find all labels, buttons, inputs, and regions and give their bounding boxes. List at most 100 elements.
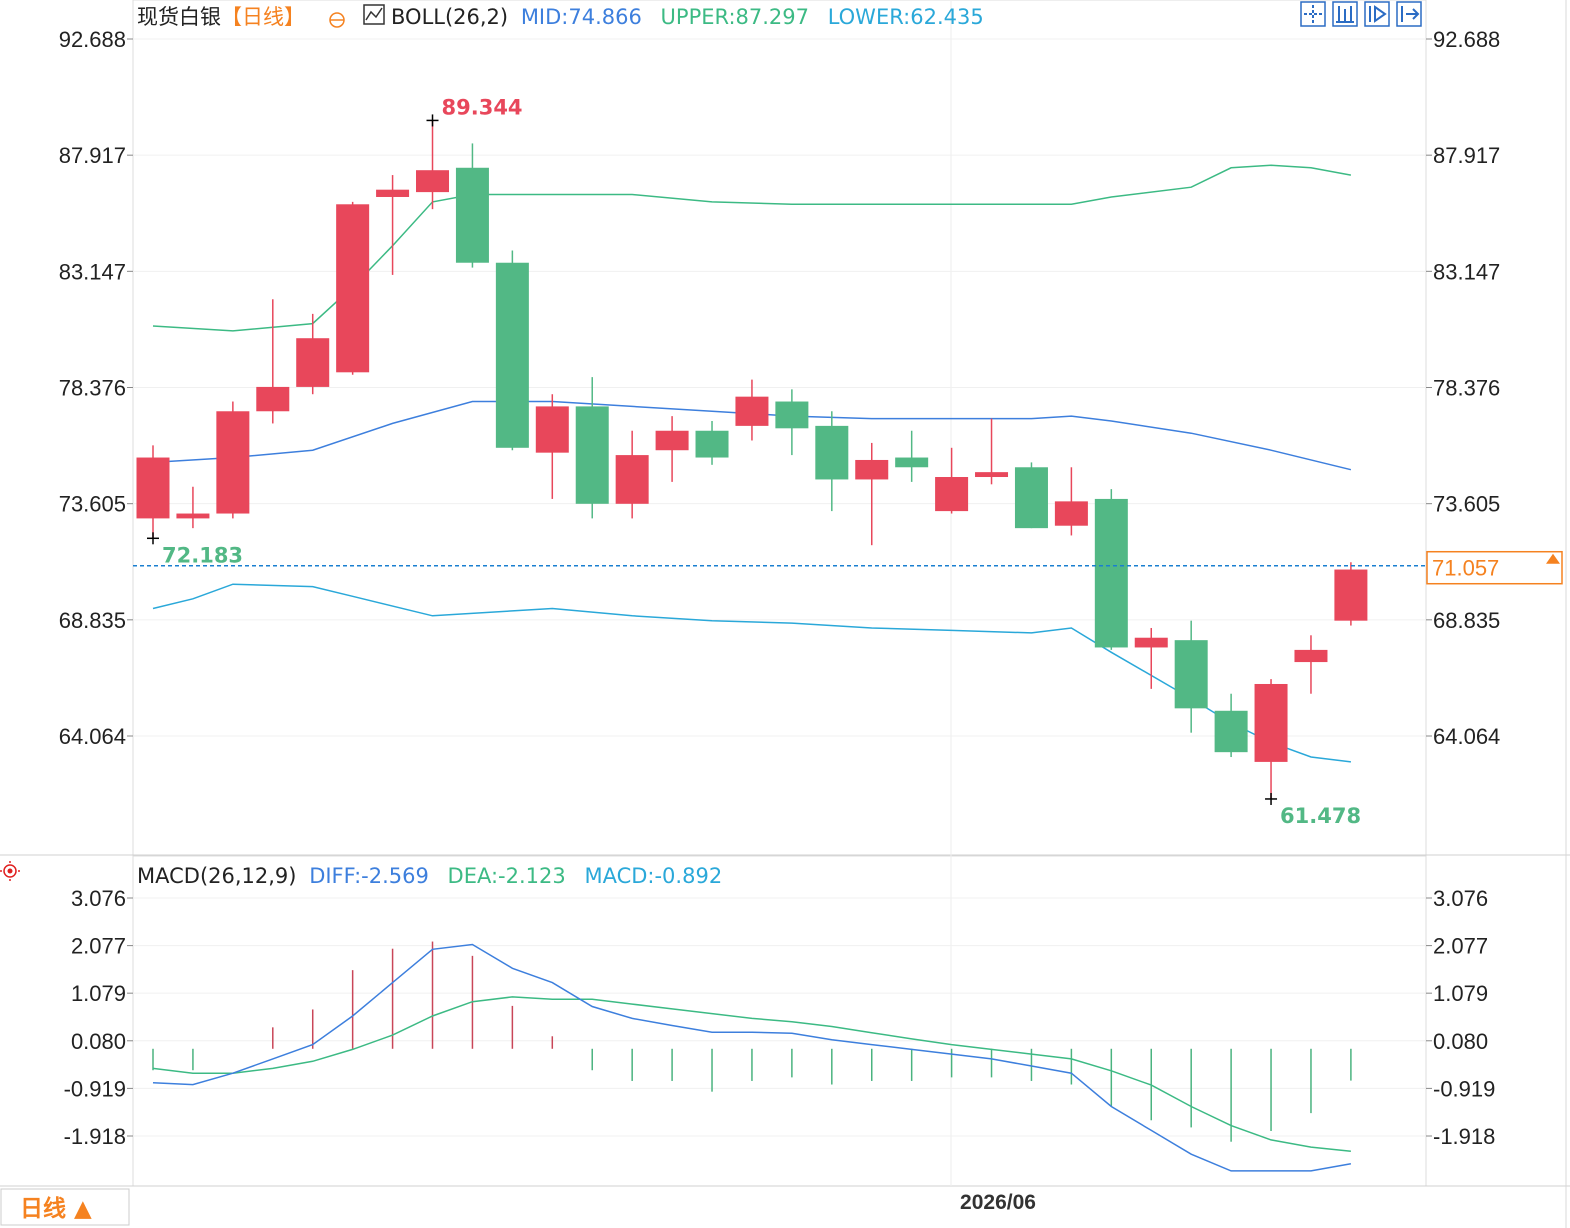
boll-lower-line [152,583,1351,763]
macd-y-axis-right: 3.076 2.077 1.079 0.080 -0.919 -1.918 [1426,886,1495,1149]
macd-y-tick-label: 1.079 [71,981,126,1006]
high-marker-label: 89.344 [442,95,523,119]
boll-indicator-icon[interactable] [363,4,385,25]
current-price-arrow-icon [1546,553,1560,564]
main-y-tick-label: 73.605 [59,492,126,517]
macd-y-tick-label: 0.080 [71,1029,126,1054]
main-y-tick-label: 87.917 [1433,143,1500,168]
main-y-axis-right: 92.688 87.917 83.147 78.376 73.605 68.835 64.0… [1426,27,1500,749]
macd-y-tick-label: -1.918 [64,1124,126,1149]
high-low-markers: 89.344 72.183 61.478 [147,95,1361,828]
main-y-tick-label: 92.688 [1433,27,1500,52]
macd-dea-line [152,996,1351,1153]
candle-up [1294,649,1328,663]
macd-dea-value: DEA:-2.123 [448,864,566,888]
current-price-line: 71.057 [133,550,1563,585]
candle-up [1134,637,1168,648]
candle-down [575,406,609,504]
header-line-macd: MACD(26,12,9) DIFF:-2.569 DEA:-2.123 MAC… [137,864,722,888]
candle-style-icon[interactable] [1332,1,1358,27]
candle-down [815,425,849,480]
candle-down [1014,467,1048,529]
instrument-name: 现货白银 [137,5,221,29]
main-y-tick-label: 78.376 [59,376,126,401]
main-y-tick-label: 68.835 [59,608,126,633]
candle-down [495,262,529,448]
boll-mid-value: MID:74.866 [521,5,642,29]
crosshair-icon[interactable] [1300,1,1326,27]
macd-y-tick-label: 3.076 [1433,886,1488,911]
main-y-tick-label: 64.064 [59,724,126,749]
macd-y-tick-label: 2.077 [71,934,126,959]
macd-settings-icon[interactable] [0,861,20,881]
main-y-tick-label: 92.688 [59,27,126,52]
candle-up [176,513,210,519]
candlesticks [136,120,1368,799]
candle-down [1174,640,1208,709]
boll-label: BOLL(26,2) [391,5,508,29]
main-y-tick-label: 78.376 [1433,376,1500,401]
candle-up [136,457,170,519]
period-button-label: 日线 ▲ [20,1195,92,1222]
macd-diff-value: DIFF:-2.569 [309,864,429,888]
macd-y-tick-label: 1.079 [1433,981,1488,1006]
add-indicator-icon[interactable] [329,12,345,28]
candle-up [615,455,649,504]
candle-down [1094,498,1128,648]
main-y-tick-label: 83.147 [59,259,126,284]
candle-up [855,459,889,480]
candle-down [895,457,929,468]
candle-up [535,406,569,453]
main-y-tick-label: 64.064 [1433,724,1500,749]
macd-macd-value: MACD:-0.892 [584,864,722,888]
candle-up [1254,683,1288,762]
macd-y-axis-left: 3.076 2.077 1.079 0.080 -0.919 -1.918 [64,886,133,1149]
main-y-tick-label: 87.917 [59,143,126,168]
candle-down [775,401,809,429]
candle-up [296,338,330,387]
macd-lines [152,943,1352,1172]
macd-histogram [152,941,1352,1142]
main-y-gridlines [133,38,1426,737]
candle-up [416,170,450,193]
macd-y-tick-label: 0.080 [1433,1029,1488,1054]
macd-y-tick-label: -0.919 [64,1076,126,1101]
candle-up [376,189,410,197]
candle-up [216,411,250,514]
header-line-main: 现货白银【日线】 [137,5,305,29]
candle-down [1214,710,1248,753]
macd-y-tick-label: -1.918 [1433,1124,1495,1149]
low-marker-label: 72.183 [162,543,243,567]
candle-up [336,204,370,373]
bollinger-bands [152,164,1352,763]
main-y-axis-left: 92.688 87.917 83.147 78.376 73.605 68.835 64.0… [59,27,133,749]
macd-y-tick-label: 2.077 [1433,934,1488,959]
candle-up [1334,569,1368,621]
candle-up [655,430,689,451]
macd-y-tick-label: 3.076 [71,886,126,911]
macd-y-gridlines [133,897,1426,1137]
current-price-label: 71.057 [1432,556,1499,581]
macd-diff-line [152,943,1352,1172]
header-line-boll: BOLL(26,2) MID:74.866 UPPER:87.297 LOWER… [391,5,984,29]
main-y-tick-label: 83.147 [1433,259,1500,284]
date-tick-label: 2026/06 [960,1191,1036,1214]
main-y-tick-label: 68.835 [1433,608,1500,633]
candle-down [455,167,489,263]
macd-label: MACD(26,12,9) [137,864,297,888]
play-icon[interactable] [1364,1,1390,27]
candle-up [975,472,1009,478]
exit-icon[interactable] [1396,1,1422,27]
period-tag: 【日线】 [221,5,305,29]
low-marker-label: 61.478 [1280,804,1361,828]
boll-lower-value: LOWER:62.435 [828,5,984,29]
main-y-tick-label: 73.605 [1433,492,1500,517]
period-button[interactable]: 日线 ▲ [0,1188,130,1226]
candle-up [935,477,969,512]
boll-upper-line [152,164,1352,332]
candle-down [695,430,729,458]
macd-y-tick-label: -0.919 [1433,1076,1495,1101]
boll-upper-value: UPPER:87.297 [661,5,809,29]
candle-up [256,386,290,412]
